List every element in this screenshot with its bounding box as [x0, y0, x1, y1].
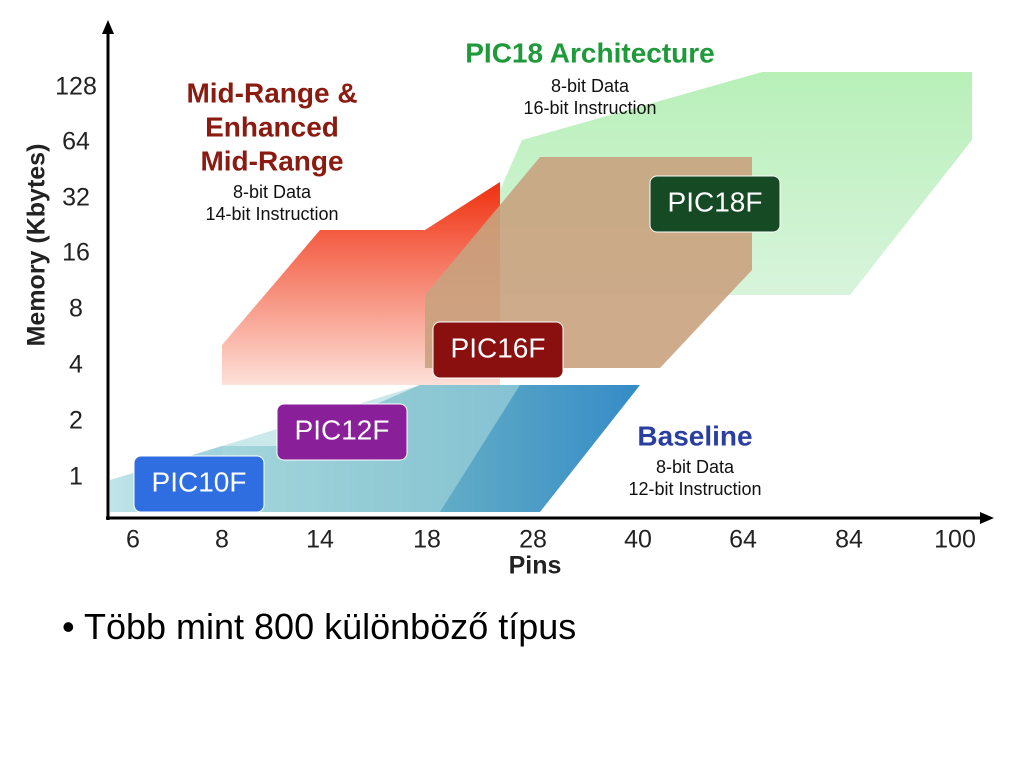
family-title: Enhanced — [205, 111, 339, 142]
x-tick-label: 18 — [413, 526, 441, 554]
y-tick-label: 1 — [69, 463, 83, 491]
chips: PIC10F PIC12F PIC16F PIC18F — [133, 175, 781, 513]
family-detail: 16-bit Instruction — [523, 98, 656, 118]
x-tick-label: 28 — [519, 526, 547, 554]
x-tick-label: 64 — [729, 526, 757, 554]
family-title: Baseline — [637, 420, 752, 451]
y-arrow — [102, 20, 114, 34]
chip-label: PIC10F — [152, 466, 247, 497]
y-tick-label: 8 — [69, 295, 83, 323]
family-title: Mid-Range — [200, 145, 343, 176]
chip-badge — [133, 455, 265, 513]
family-title: PIC18 Architecture — [465, 37, 715, 68]
family-detail: 8-bit Data — [656, 457, 735, 477]
x-tick-label: 84 — [835, 526, 863, 554]
x-axis-label: Pins — [509, 552, 562, 580]
chip-label: PIC18F — [668, 186, 763, 217]
x-tick-label: 100 — [934, 526, 976, 554]
chip-badge — [649, 175, 781, 233]
bullet-item: • Több mint 800 különböző típus — [62, 606, 577, 647]
bullet-text: Több mint 800 különböző típus — [83, 606, 577, 647]
family-detail: 8-bit Data — [233, 182, 312, 202]
x-tick-label: 14 — [306, 526, 334, 554]
y-axis-label: Memory (Kbytes) — [23, 144, 51, 347]
family-detail: 12-bit Instruction — [628, 479, 761, 499]
y-tick-label: 32 — [62, 184, 90, 212]
y-tick-label: 4 — [69, 351, 83, 379]
x-tick-label: 6 — [126, 526, 140, 554]
chip-label: PIC16F — [451, 332, 546, 363]
chip-label: PIC12F — [295, 414, 390, 445]
y-tick-label: 16 — [62, 239, 90, 267]
x-tick-label: 8 — [215, 526, 229, 554]
y-tick-label: 2 — [69, 407, 83, 435]
x-arrow — [980, 512, 994, 524]
x-tick-label: 40 — [624, 526, 652, 554]
y-tick-label: 128 — [55, 73, 97, 101]
family-title: Mid-Range & — [186, 77, 357, 108]
family-detail: 8-bit Data — [551, 76, 630, 96]
y-tick-label: 64 — [62, 128, 90, 156]
family-detail: 14-bit Instruction — [205, 204, 338, 224]
chip-badge — [276, 403, 408, 461]
chip-badge — [432, 321, 564, 379]
